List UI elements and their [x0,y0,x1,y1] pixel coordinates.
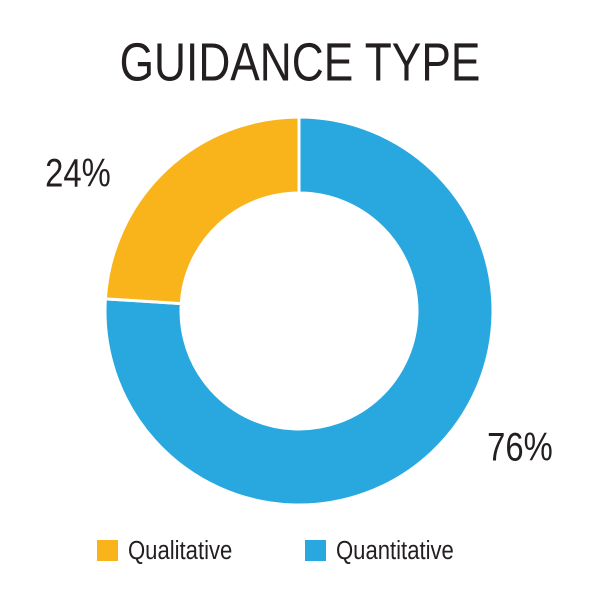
legend-label: Qualitative [128,536,232,565]
value-label: 76% [487,424,553,469]
value-label: 24% [45,150,111,195]
chart-title: GUIDANCE TYPE [120,32,481,92]
donut-slice [103,115,301,306]
legend-swatch [305,540,326,561]
donut-slice [103,115,495,507]
legend-swatch [97,540,118,561]
legend-label: Quantitative [336,536,454,565]
